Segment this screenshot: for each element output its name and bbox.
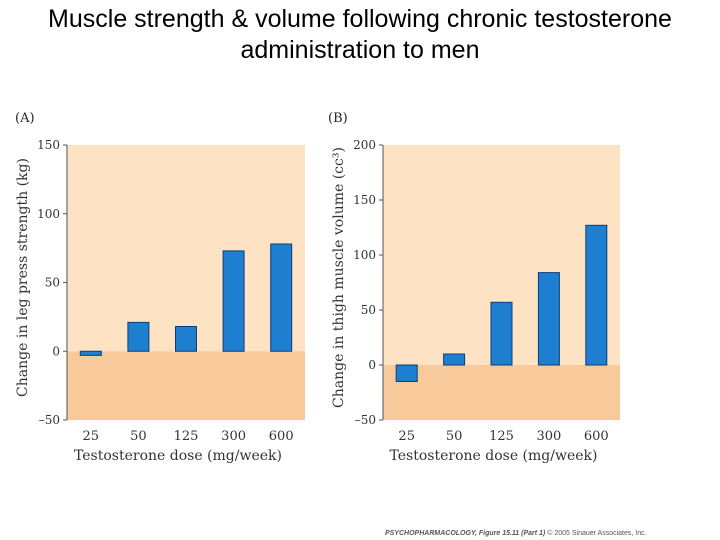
- bar-25: [395, 364, 418, 382]
- x-tick-label: 25: [398, 429, 415, 444]
- y-tick-label: 50: [45, 276, 60, 290]
- bar-300: [537, 272, 560, 366]
- negative-region: [67, 351, 305, 420]
- chart-panel-a: (A) –50 0 50 100 150 25 50 125 300 600 Testosterone…: [15, 111, 305, 464]
- bar-300: [222, 250, 245, 352]
- y-tick-label: 200: [353, 138, 376, 152]
- x-tick-label: 300: [221, 429, 246, 444]
- bar-50: [443, 353, 466, 366]
- x-axis-label: Testosterone dose (mg/week): [74, 448, 282, 464]
- panel-label: (A): [15, 111, 35, 126]
- y-tick-label: 150: [353, 193, 376, 207]
- y-tick-label: 100: [353, 248, 376, 262]
- y-tick-label: 50: [361, 303, 376, 317]
- x-tick-label: 300: [536, 429, 561, 444]
- bar-50: [127, 321, 150, 352]
- y-tick-label: –50: [39, 413, 60, 427]
- panel-label: (B): [328, 111, 348, 126]
- x-tick-label: 50: [130, 429, 147, 444]
- y-tick-label: 100: [37, 207, 60, 221]
- figure-credit: PSYCHOPHARMACOLOGY, Figure 15.11 (Part 1…: [385, 530, 647, 537]
- x-tick-label: 600: [269, 429, 294, 444]
- y-axis-label: Change in leg press strength (kg): [15, 158, 31, 397]
- y-tick-label: –50: [355, 413, 376, 427]
- figure-copyright: © 2005 Sinauer Associates, Inc.: [547, 530, 647, 537]
- x-tick-label: 125: [489, 429, 514, 444]
- negative-region: [383, 365, 620, 420]
- x-tick-label: 125: [174, 429, 199, 444]
- x-axis-label: Testosterone dose (mg/week): [390, 448, 598, 464]
- y-tick-label: 0: [368, 358, 376, 372]
- title-line-1: Muscle strength & volume following chron…: [48, 5, 672, 33]
- positive-region: [67, 145, 305, 352]
- x-tick-label: 600: [584, 429, 609, 444]
- bar-600: [585, 224, 608, 366]
- title-line-2: administration to men: [240, 36, 480, 64]
- x-tick-label: 25: [83, 429, 100, 444]
- bar-25: [79, 350, 102, 356]
- y-tick-label: 150: [37, 138, 60, 152]
- bar-125: [175, 326, 197, 352]
- slide-title: Muscle strength & volume following chron…: [0, 4, 720, 66]
- y-axis-label: Change in thigh muscle volume (cc³): [331, 147, 347, 408]
- x-tick-label: 50: [446, 429, 463, 444]
- figure-source: PSYCHOPHARMACOLOGY, Figure 15.11 (Part 1…: [385, 530, 546, 537]
- y-tick-label: 0: [52, 344, 60, 358]
- bar-600: [270, 243, 293, 352]
- chart-panel-b: (B) –50 0 50 100 150 200 25 50 125 300 600 Testoster…: [328, 111, 620, 464]
- bar-125: [490, 301, 513, 366]
